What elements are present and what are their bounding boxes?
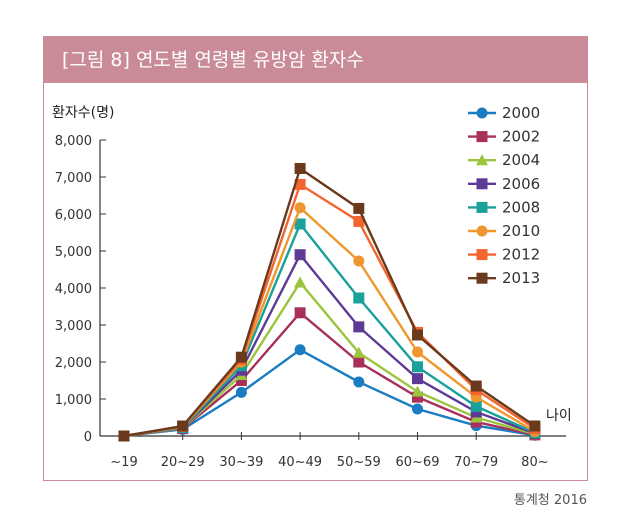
legend-marker xyxy=(476,249,488,261)
legend-label: 2010 xyxy=(502,222,540,240)
data-point-2004 xyxy=(411,385,424,397)
y-tick-label: 5,000 xyxy=(55,245,92,260)
legend-label: 2006 xyxy=(502,175,540,193)
legend-item-2010: 2010 xyxy=(468,222,540,240)
y-tick-label: 8,000 xyxy=(55,134,92,149)
x-tick-label: 70~79 xyxy=(454,455,498,470)
data-point-2012 xyxy=(294,178,306,190)
legend-label: 2008 xyxy=(502,198,540,216)
legend-marker xyxy=(476,131,488,143)
data-point-2010 xyxy=(294,202,306,214)
x-tick-label: ~19 xyxy=(110,455,137,470)
legend-item-2012: 2012 xyxy=(468,246,540,264)
data-point-2008 xyxy=(294,218,306,230)
axes: 0 1,000 2,000 3,000 4,000 5,000 6,000 7,000 8,00… xyxy=(52,105,572,470)
chart-title: [그림 8] 연도별 연령별 유방암 환자수 xyxy=(44,37,587,83)
legend-marker xyxy=(476,107,488,119)
data-point-2000 xyxy=(235,386,247,398)
legend-label: 2013 xyxy=(502,269,540,287)
data-point-2013 xyxy=(118,430,130,442)
x-tick-label: 60~69 xyxy=(396,455,440,470)
data-point-2006 xyxy=(470,406,482,418)
y-tick-label: 3,000 xyxy=(55,319,92,334)
data-point-2006 xyxy=(294,249,306,261)
data-point-2000 xyxy=(294,344,306,356)
data-point-2006 xyxy=(412,373,423,385)
legend-marker xyxy=(476,154,488,166)
data-point-2013 xyxy=(412,329,423,341)
data-point-2002 xyxy=(235,375,247,386)
data-point-2012 xyxy=(353,215,365,227)
data-point-2013 xyxy=(235,351,247,363)
data-point-2013 xyxy=(470,380,482,392)
y-axis-title: 환자수(명) xyxy=(52,105,114,121)
legend-marker xyxy=(476,201,488,213)
data-point-2004 xyxy=(294,276,307,288)
legend-item-2008: 2008 xyxy=(468,198,540,216)
data-point-2008 xyxy=(353,292,365,304)
data-point-2000 xyxy=(353,376,365,388)
legend-item-2000: 2000 xyxy=(468,104,540,122)
data-point-2008 xyxy=(470,400,482,412)
data-point-2002 xyxy=(353,356,365,368)
legend-marker xyxy=(476,272,488,284)
data-point-2013 xyxy=(294,162,306,174)
series-line-2013 xyxy=(123,166,536,438)
legend-label: 2002 xyxy=(502,128,540,146)
x-tick-label: 30~39 xyxy=(219,455,263,470)
series-2013 xyxy=(118,162,541,442)
data-point-2000 xyxy=(412,403,423,415)
series-layer xyxy=(118,162,541,442)
y-tick-label: 4,000 xyxy=(55,282,92,297)
data-point-2010 xyxy=(412,346,423,358)
x-tick-label: 40~49 xyxy=(278,455,322,470)
legend: 2000 2002 2004 2006 2008 2010 2012 2013 xyxy=(468,104,540,287)
legend-item-2004: 2004 xyxy=(468,151,540,169)
y-tick-label: 1,000 xyxy=(55,393,92,408)
legend-marker xyxy=(476,178,488,190)
data-point-2013 xyxy=(177,420,189,432)
y-tick-label: 6,000 xyxy=(55,208,92,223)
legend-label: 2000 xyxy=(502,104,540,122)
data-point-2004 xyxy=(352,346,365,358)
legend-item-2013: 2013 xyxy=(468,269,540,287)
data-point-2002 xyxy=(412,391,423,403)
legend-marker xyxy=(476,225,488,237)
y-tick-label: 0 xyxy=(84,430,92,445)
x-tick-label: 80~ xyxy=(521,455,548,470)
chart-frame: [그림 8] 연도별 연령별 유방암 환자수 xyxy=(43,36,588,481)
x-tick-label: 50~59 xyxy=(337,455,381,470)
legend-item-2002: 2002 xyxy=(468,128,540,146)
x-tick-label: 20~29 xyxy=(161,455,205,470)
source-note: 통계청 2016 xyxy=(513,493,587,508)
data-point-2013 xyxy=(529,420,541,432)
data-point-2010 xyxy=(353,255,365,267)
legend-item-2006: 2006 xyxy=(468,175,540,193)
y-tick-label: 2,000 xyxy=(55,356,92,371)
y-tick-label: 7,000 xyxy=(55,171,92,186)
data-point-2002 xyxy=(294,307,306,319)
data-point-2013 xyxy=(353,202,365,214)
data-point-2006 xyxy=(353,321,365,333)
legend-label: 2012 xyxy=(502,246,540,264)
x-axis-title: 나이 xyxy=(546,408,572,424)
data-point-2008 xyxy=(412,361,423,373)
legend-label: 2004 xyxy=(502,151,540,169)
series-line-2000 xyxy=(123,348,536,438)
